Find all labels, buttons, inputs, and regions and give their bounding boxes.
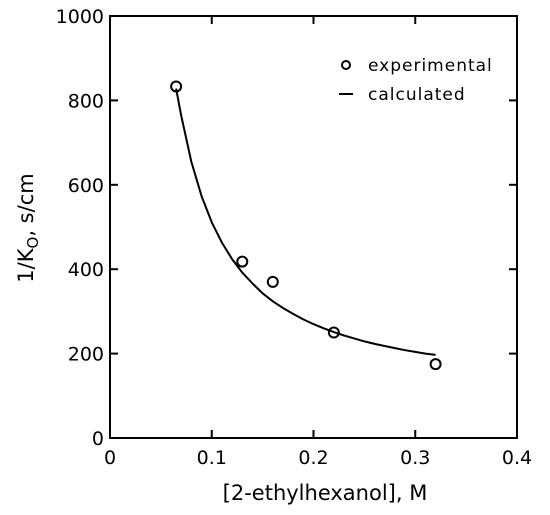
- calculated-line: [175, 88, 436, 356]
- experimental-point: [170, 80, 183, 93]
- ticks: 0 0.1 0.2 0.3 0.4 0 200 400 600 800 1000: [56, 6, 532, 469]
- y-axis-label-subscript: O: [24, 237, 42, 249]
- experimental-points: [170, 80, 442, 371]
- experimental-point: [327, 326, 340, 339]
- y-axis-label-prefix: 1/K: [14, 247, 38, 282]
- calculated-curve: [175, 88, 436, 356]
- legend-label-experimental: experimental: [368, 56, 493, 76]
- y-axis-label: 1/KO, s/cm: [14, 173, 42, 282]
- experimental-point: [429, 358, 442, 371]
- x-tick-label: 0.4: [502, 447, 532, 469]
- experimental-point: [266, 275, 279, 288]
- legend: experimental calculated: [339, 56, 493, 105]
- y-tick-label: 0: [92, 428, 104, 450]
- x-tick-label: 0.3: [400, 447, 430, 469]
- x-tick-label: 0.1: [197, 447, 227, 469]
- axes: [109, 15, 518, 439]
- plot-frame: [109, 15, 518, 439]
- y-tick-label: 600: [68, 175, 104, 197]
- y-axis-label-suffix: , s/cm: [14, 173, 38, 236]
- y-tick-label: 200: [68, 344, 104, 366]
- experimental-point: [236, 255, 249, 268]
- y-tick-label: 1000: [56, 6, 104, 28]
- x-tick-label: 0: [104, 447, 116, 469]
- x-axis-label: [2-ethylhexanol], M: [223, 481, 428, 505]
- legend-marker-experimental: [341, 60, 351, 70]
- y-tick-label: 800: [68, 90, 104, 112]
- x-tick-label: 0.2: [298, 447, 328, 469]
- y-tick-label: 400: [68, 259, 104, 281]
- legend-label-calculated: calculated: [368, 85, 466, 105]
